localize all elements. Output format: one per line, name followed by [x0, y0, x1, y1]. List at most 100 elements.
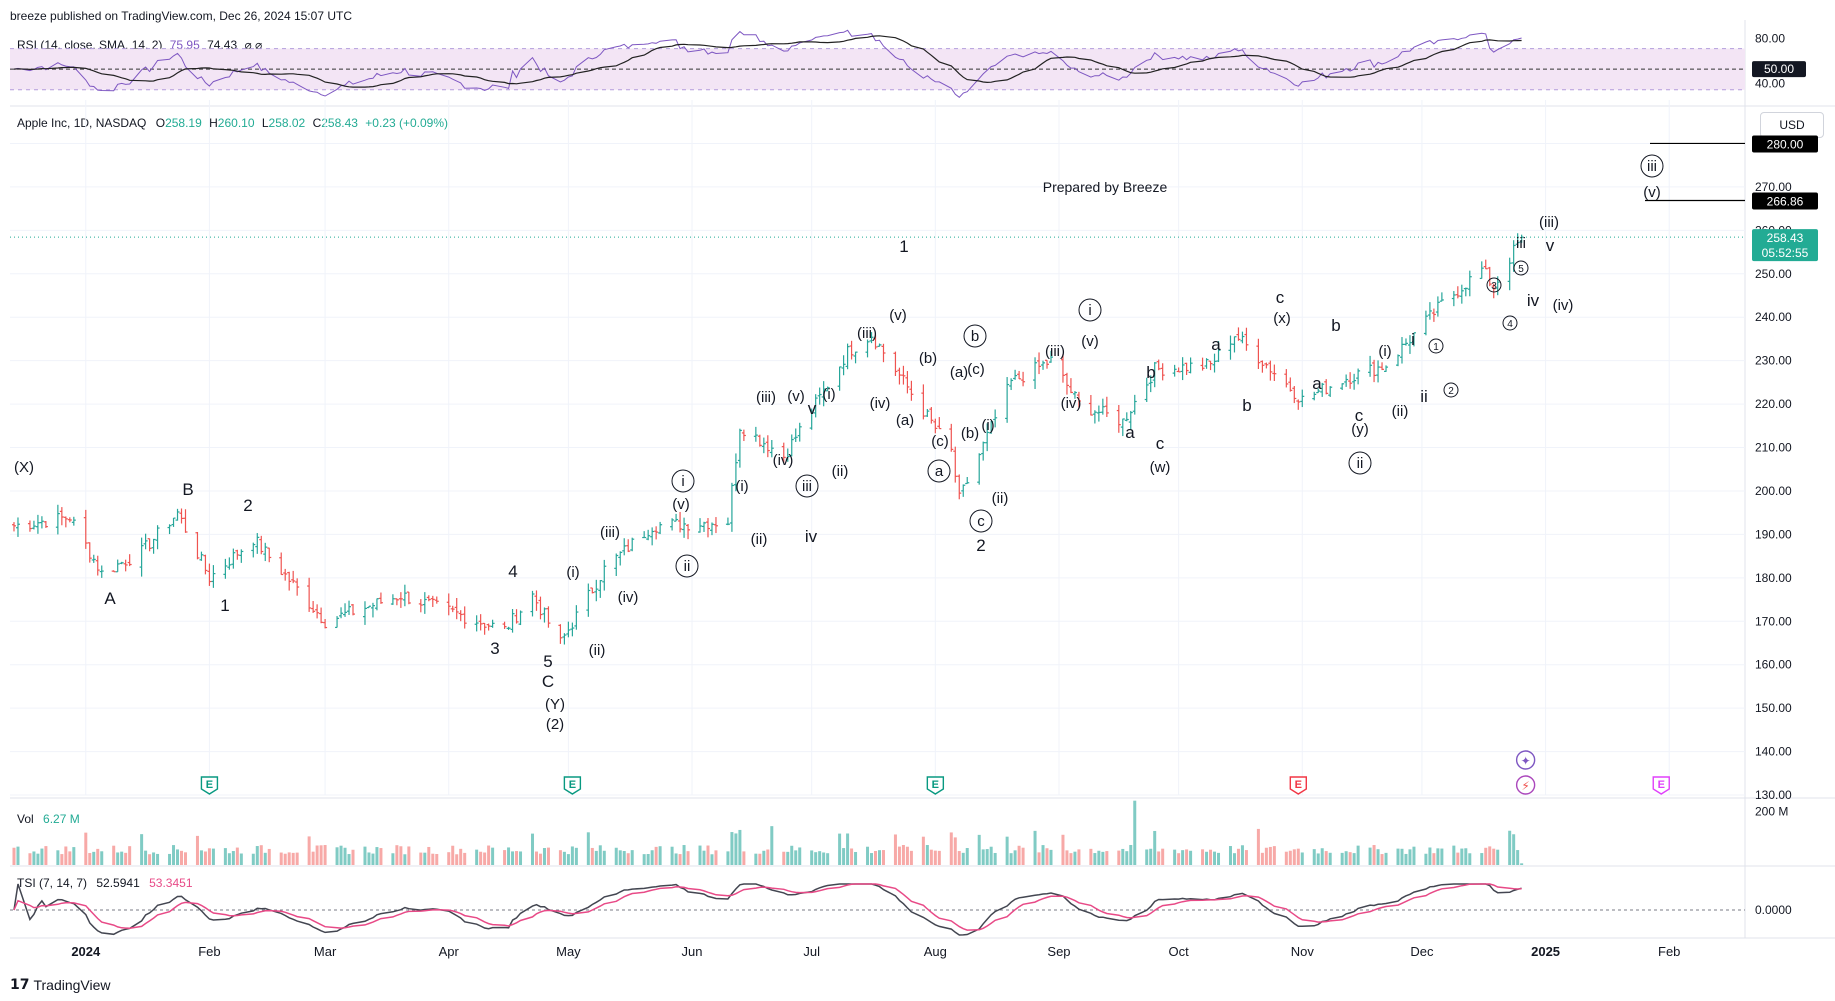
wave-label-text: (Y): [545, 696, 565, 713]
ohlc-bar: [15, 517, 20, 537]
ohlc-bar: [1204, 358, 1209, 369]
volume-bar: [36, 853, 40, 865]
volume-bar: [515, 851, 519, 865]
tsi-legend[interactable]: TSI (7, 14, 7) 52.5941 53.3451: [17, 876, 193, 890]
volume-bar: [116, 852, 120, 865]
volume-bar: [730, 832, 734, 865]
ohlc-bar: [626, 539, 631, 553]
volume-bar: [1320, 848, 1324, 865]
wave-label-text: iv: [805, 527, 818, 546]
ohlc-bar: [825, 386, 830, 392]
ohlc-bar: [231, 548, 236, 569]
volume-bar: [128, 846, 132, 865]
volume-bar: [706, 845, 710, 865]
target-tag-280: 280.00: [1752, 135, 1818, 153]
ohlc-bar: [291, 570, 296, 584]
volume-bar: [1380, 854, 1384, 865]
ohlc-bar: [1148, 375, 1153, 393]
volume-bar: [658, 846, 662, 865]
volume-bar: [519, 851, 523, 865]
volume-bar: [905, 846, 909, 865]
wave-label-text: iii: [1516, 235, 1526, 252]
wave-label: (ii): [1392, 403, 1409, 420]
price-tick-label: 210.00: [1755, 441, 1792, 455]
volume-bar: [1017, 845, 1021, 865]
ohlc-bar: [239, 549, 244, 563]
wave-label-text: 1: [899, 237, 908, 256]
volume-bar: [630, 850, 634, 865]
volume-bar: [12, 847, 16, 865]
earnings-marker-shape: [926, 776, 945, 795]
ohlc-bar: [1005, 377, 1010, 423]
ohlc-bar: [1507, 257, 1512, 291]
volume-bar: [1157, 851, 1161, 865]
volume-bar: [846, 833, 850, 865]
wave-label-text: (c): [967, 361, 985, 378]
ohlc-bar: [1017, 370, 1022, 380]
ohlc-bar: [1399, 337, 1404, 364]
prepared-by-note: Prepared by Breeze: [1043, 179, 1168, 195]
volume-bar: [810, 850, 814, 865]
volume-bar: [1428, 847, 1432, 865]
earnings-marker-icon[interactable]: E: [563, 776, 582, 795]
volume-bar: [1217, 852, 1221, 865]
ohlc-bar: [446, 593, 451, 616]
tsi-pane: [10, 883, 1745, 936]
volume-bar: [842, 848, 846, 865]
earnings-marker-icon[interactable]: E: [926, 776, 945, 795]
volume-legend[interactable]: Vol 6.27 M: [17, 812, 80, 826]
wave-label-text: a: [935, 463, 944, 480]
volume-bar: [770, 826, 774, 865]
currency-selector[interactable]: USD: [1760, 112, 1824, 138]
ohlc-bar: [949, 423, 954, 452]
wave-label: c: [1156, 434, 1165, 453]
volume-bar: [1117, 850, 1121, 865]
volume-value: 6.27 M: [43, 812, 80, 826]
volume-bar: [427, 846, 431, 865]
wave-label-text: (iii): [756, 389, 776, 406]
volume-bar: [909, 850, 913, 865]
ohlc-bar: [574, 605, 579, 630]
earnings-marker-icon[interactable]: E: [200, 776, 219, 795]
wave-label-text: a: [1312, 374, 1322, 393]
volume-bar: [598, 845, 602, 865]
ohlc-bar: [1272, 364, 1277, 382]
target-tag-266: 266.86: [1752, 192, 1818, 210]
ohlc-bar: [558, 624, 563, 644]
volume-bar: [168, 853, 172, 865]
ohlc-bar: [1312, 391, 1317, 401]
earnings-marker-icon[interactable]: E: [1289, 776, 1307, 795]
ohlc-bar: [602, 559, 607, 591]
wave-label: b: [1331, 316, 1340, 335]
rsi-legend[interactable]: RSI (14, close, SMA, 14, 2) 75.95 74.43 …: [17, 38, 262, 52]
ohlc-bar: [534, 590, 539, 611]
ohlc-bar: [1228, 335, 1233, 360]
volume-bar: [1432, 853, 1436, 865]
volume-bar: [1209, 849, 1213, 865]
ohlc-bar: [921, 384, 926, 420]
wave-label-text: (ii): [589, 642, 606, 659]
wave-label: (a): [950, 364, 968, 381]
volume-bar: [1340, 852, 1344, 865]
earnings-marker-icon[interactable]: E: [1652, 776, 1670, 795]
wave-label: iii: [1516, 235, 1526, 252]
wave-label-text: b: [1146, 363, 1155, 382]
wave-label: (ii): [832, 463, 849, 480]
wave-label: (X): [14, 459, 34, 476]
wave-label-text: a: [1125, 423, 1135, 442]
symbol-legend[interactable]: Apple Inc, 1D, NASDAQ O258.19 H260.10 L2…: [17, 116, 448, 130]
volume-bar: [1009, 853, 1013, 865]
volume-bar: [1181, 850, 1185, 865]
volume-bar: [176, 849, 180, 865]
volume-bar: [1045, 848, 1049, 865]
wave-label-text: (a): [896, 412, 914, 429]
volume-bar: [419, 852, 423, 865]
ohlc-bar: [482, 622, 487, 635]
footer-brand[interactable]: 𝟭𝟳 TradingView: [10, 976, 111, 993]
price-tick-label: 230.00: [1755, 354, 1792, 368]
volume-bar: [379, 848, 383, 865]
rsi-tick-80: 80.00: [1755, 31, 1785, 45]
volume-bar: [1400, 848, 1404, 865]
axes: 130.00140.00150.00160.00170.00180.00190.…: [71, 31, 1792, 959]
